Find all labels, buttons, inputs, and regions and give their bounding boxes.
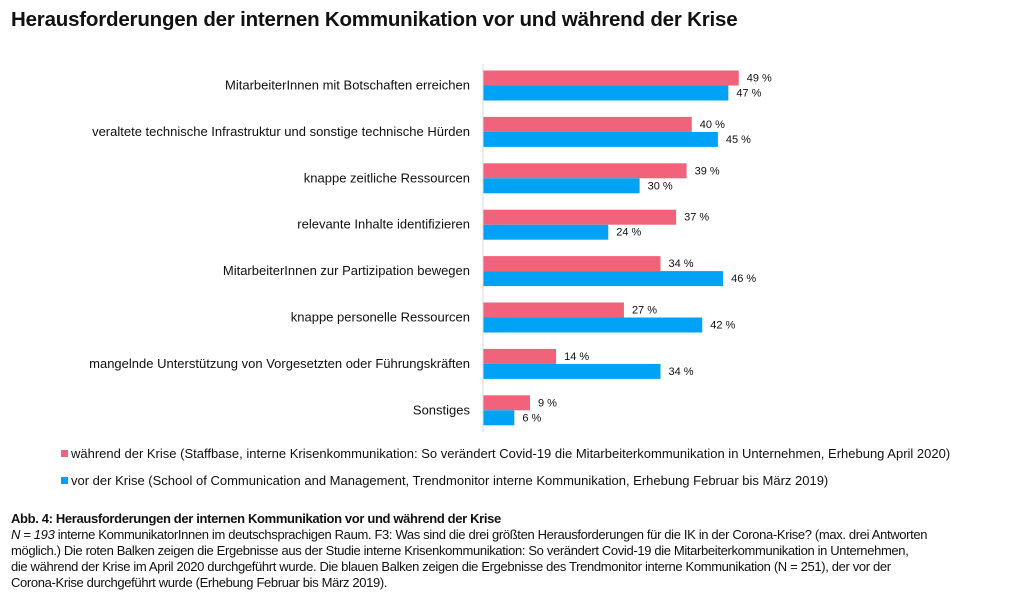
- data-label: 42 %: [710, 320, 735, 332]
- bar: [483, 178, 640, 194]
- legend-label: vor der Krise (School of Communication a…: [71, 473, 829, 488]
- bar: [483, 317, 703, 333]
- legend-item-during: während der Krise (Staffbase, interne Kr…: [61, 446, 950, 461]
- data-label: 30 %: [648, 180, 673, 192]
- chart-title: Herausforderungen der internen Kommunika…: [11, 8, 738, 31]
- bar: [483, 363, 661, 379]
- data-label: 49 %: [747, 73, 772, 85]
- data-label: 46 %: [731, 273, 756, 285]
- data-label: 24 %: [616, 227, 641, 239]
- category-label: veraltete technische Infrastruktur und s…: [92, 124, 470, 139]
- category-label: knappe personelle Ressourcen: [291, 310, 470, 325]
- legend-swatch-blue: [61, 477, 68, 484]
- category-label: knappe zeitliche Ressourcen: [304, 170, 470, 185]
- bar: [483, 163, 687, 179]
- data-label: 45 %: [726, 134, 751, 146]
- caption-line: N = 193 interne KommunikatorInnen im deu…: [11, 527, 928, 542]
- caption-line: möglich.) Die roten Balken zeigen die Er…: [11, 543, 909, 558]
- category-label: MitarbeiterInnen zur Partizipation beweg…: [223, 263, 470, 278]
- legend-label: während der Krise (Staffbase, interne Kr…: [71, 446, 951, 461]
- data-label: 39 %: [695, 165, 720, 177]
- bar-chart: MitarbeiterInnen mit Botschaften erreich…: [89, 64, 772, 432]
- bar: [483, 85, 729, 101]
- data-label: 40 %: [700, 119, 725, 131]
- bar: [483, 131, 718, 147]
- bar: [483, 116, 692, 132]
- data-label: 27 %: [632, 305, 657, 317]
- figure-caption: Abb. 4: Herausforderungen der internen K…: [11, 511, 927, 591]
- bar: [483, 348, 557, 364]
- bar: [483, 224, 609, 240]
- category-label: mangelnde Unterstützung von Vorgesetzten…: [89, 356, 470, 371]
- caption-line: Corona-Krise durchgeführt wurde (Erhebun…: [11, 575, 388, 590]
- bar: [483, 271, 724, 287]
- data-label: 37 %: [684, 212, 709, 224]
- caption-line: die während der Krise im April 2020 durc…: [11, 559, 891, 574]
- data-label: 34 %: [668, 366, 693, 378]
- caption-n: N = 193: [11, 527, 55, 542]
- data-label: 14 %: [564, 351, 589, 363]
- category-label: relevante Inhalte identifizieren: [297, 217, 470, 232]
- bar: [483, 410, 515, 426]
- data-label: 6 %: [522, 412, 541, 424]
- data-label: 47 %: [736, 88, 761, 100]
- bar: [483, 256, 661, 272]
- category-label: Sonstiges: [413, 402, 471, 417]
- category-label: MitarbeiterInnen mit Botschaften erreich…: [225, 78, 470, 93]
- legend-item-before: vor der Krise (School of Communication a…: [61, 473, 828, 488]
- bar: [483, 70, 739, 86]
- data-label: 9 %: [538, 397, 557, 409]
- bar: [483, 302, 624, 318]
- bar: [483, 395, 530, 411]
- bar: [483, 209, 677, 225]
- legend-swatch-red: [61, 450, 68, 457]
- data-label: 34 %: [668, 258, 693, 270]
- caption-heading: Abb. 4: Herausforderungen der internen K…: [11, 511, 501, 526]
